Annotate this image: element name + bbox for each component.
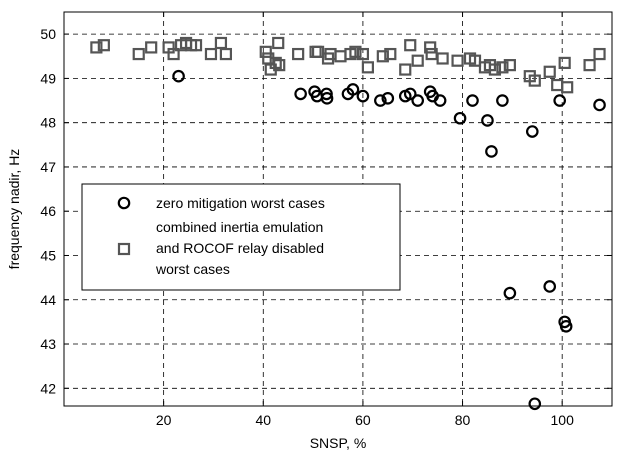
square-point [583, 59, 596, 72]
y-tick-label: 44 [40, 292, 56, 308]
square-point [558, 56, 571, 70]
legend-circle-marker [117, 196, 131, 210]
circle-point [466, 94, 479, 107]
square-point [90, 41, 103, 54]
x-tick-label: 100 [551, 412, 575, 428]
y-tick-label: 49 [40, 70, 56, 86]
y-tick-label: 42 [40, 380, 56, 396]
circle-point [559, 320, 573, 333]
square-point [593, 47, 606, 61]
x-tick-label: 20 [156, 412, 172, 428]
square-point [219, 47, 233, 61]
square-point [424, 41, 437, 54]
circle-point [346, 83, 360, 96]
legend-entry-zero-mitigation: zero mitigation worst cases [156, 195, 325, 211]
square-point [214, 36, 228, 50]
x-tick-label: 80 [455, 412, 471, 428]
square-point [292, 47, 305, 61]
square-point [361, 61, 374, 74]
circle-point [172, 69, 185, 83]
square-point [528, 74, 541, 87]
square-point [356, 47, 370, 61]
circle-point [374, 94, 387, 107]
legend-box [81, 183, 401, 291]
square-point [311, 45, 325, 58]
x-axis-label: SNSP, % [310, 435, 367, 451]
circle-point [496, 94, 509, 107]
square-point [269, 56, 282, 70]
square-point [273, 59, 286, 72]
square-point [97, 39, 110, 52]
circle-point [403, 87, 417, 101]
x-tick-label: 60 [355, 412, 371, 428]
circle-point [320, 92, 334, 105]
square-point [436, 52, 449, 65]
square-point [167, 47, 180, 61]
square-point [334, 50, 347, 63]
square-point [384, 47, 397, 61]
data-points [90, 36, 606, 411]
y-tick-label: 43 [40, 336, 56, 352]
circle-point [453, 111, 467, 125]
y-axis-label: frequency nadir, Hz [6, 149, 22, 270]
axis-ticks: 20 40 60 80 100 42 43 44 45 46 47 48 49 50 [40, 12, 612, 428]
square-point [543, 65, 556, 78]
y-tick-label: 47 [40, 159, 56, 175]
square-point [399, 63, 412, 76]
circle-point [433, 94, 447, 107]
axes-frame [63, 11, 613, 407]
square-point [145, 41, 158, 54]
square-point [349, 45, 362, 58]
square-point [411, 54, 424, 67]
circle-point [525, 125, 539, 138]
circle-point [356, 89, 370, 103]
circle-series [172, 69, 606, 411]
legend-square-marker [117, 242, 131, 256]
circle-point [485, 145, 498, 158]
square-point [376, 50, 389, 63]
square-point [468, 54, 482, 67]
circle-point [411, 94, 425, 107]
circle-point [593, 98, 606, 112]
legend-entry-combined-inertia: combined inertia emulation and ROCOF rela… [155, 219, 324, 277]
square-point [189, 39, 203, 52]
square-point [561, 81, 574, 94]
circle-point [481, 114, 494, 127]
x-tick-label: 40 [255, 412, 271, 428]
square-point [503, 59, 516, 72]
y-tick-label: 48 [40, 115, 56, 131]
square-point [272, 36, 285, 50]
square-point [204, 47, 218, 61]
circle-point [294, 87, 307, 101]
legend: zero mitigation worst cases combined iner… [81, 183, 401, 291]
circle-point [543, 280, 557, 293]
square-series [90, 36, 606, 94]
square-point [404, 39, 417, 52]
circle-point [381, 92, 395, 105]
y-tick-label: 46 [40, 203, 56, 219]
circle-point [320, 87, 333, 101]
circle-point [528, 397, 542, 411]
square-point [488, 63, 502, 76]
circle-point [503, 286, 517, 300]
y-tick-label: 45 [40, 247, 56, 263]
square-point [132, 47, 145, 61]
square-point [451, 54, 464, 67]
square-point [496, 61, 509, 74]
circle-point [553, 94, 566, 107]
square-point [551, 78, 564, 92]
y-tick-label: 50 [40, 26, 56, 42]
square-point [259, 45, 272, 58]
